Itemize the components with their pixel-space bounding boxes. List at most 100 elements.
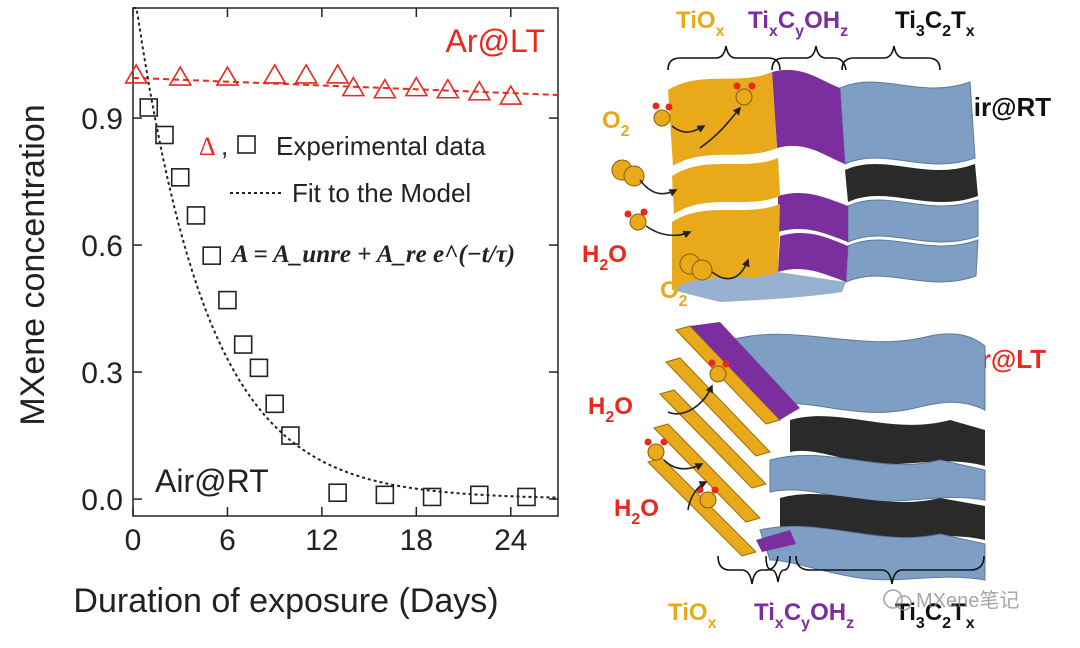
marker-square-airrt	[517, 487, 536, 507]
top-label-tixcyohz: TixCyOHz	[748, 7, 848, 40]
top-label-tiox: TiOx	[676, 7, 725, 40]
marker-triangle-arlt	[467, 80, 492, 101]
marker-triangle-arlt	[404, 76, 429, 97]
chart: 0.0 0.3 0.6 0.9 0 6 12 18 24 MXene concentratio…	[14, 7, 559, 620]
top-molecule-h2o-2	[733, 82, 756, 106]
top-stack: TiOx TixCyOHz Ti3C2Tx Air@RT	[582, 7, 1051, 310]
x-tick-label: 6	[219, 524, 236, 557]
x-tick-label: 18	[400, 524, 433, 557]
top-brace-ti3c2tx	[841, 45, 941, 71]
fit-line-arlt	[132, 76, 559, 96]
equation: A = A_unre + A_re e^(−t/τ)	[230, 241, 515, 268]
marker-square-airrt	[155, 125, 174, 145]
top-arrow-5	[711, 258, 750, 280]
bottom-stack: Ar@LT TiOx TixCyOHz	[588, 322, 1046, 632]
top-layer-dark	[845, 164, 978, 202]
marker-triangle-arlt	[168, 65, 193, 86]
schematic: TiOx TixCyOHz Ti3C2Tx Air@RT	[582, 7, 1051, 632]
marker-square-airrt	[281, 426, 300, 445]
top-molecule-o2-1	[611, 159, 645, 187]
x-tick-label: 12	[305, 524, 338, 557]
bottom-brace-ti3c2tx	[795, 555, 985, 585]
top-brace-tiox	[667, 45, 781, 71]
marker-triangle-arlt	[435, 78, 460, 99]
legend-experimental-text: Experimental data	[276, 131, 486, 161]
bottom-label-tixcyohz: TixCyOHz	[754, 599, 854, 632]
bottom-arrow-2	[663, 459, 704, 471]
fit-lines	[132, 7, 559, 499]
series-label-airrt: Air@RT	[155, 463, 269, 499]
bottom-molecule-h2o-2	[644, 438, 668, 461]
watermark: MXene笔记	[883, 589, 1019, 612]
bottom-layer-blue-2	[769, 454, 986, 503]
bottom-species-h2o-b: H2O	[614, 495, 659, 528]
watermark-icon	[883, 589, 903, 609]
top-arrow-1	[671, 125, 706, 133]
legend-square-marker	[237, 135, 256, 154]
x-tick-label: 0	[125, 524, 142, 557]
marker-triangle-arlt	[341, 76, 366, 97]
top-layer-mid	[672, 158, 979, 243]
top-species-o2-b: O2	[660, 277, 688, 310]
marker-square-airrt	[249, 358, 269, 378]
bottom-layer-blue-3	[759, 525, 986, 581]
bottom-tiox-plate-2	[665, 357, 771, 457]
plot-frame	[132, 7, 559, 517]
top-brace-tixcyohz	[771, 45, 847, 71]
top-molecule-o2-2	[679, 253, 713, 281]
series-label-arlt: Ar@LT	[446, 23, 545, 59]
y-axis-label: MXene concentration	[14, 104, 52, 425]
bottom-brace-tixcyohz	[765, 555, 791, 583]
marker-square-airrt	[233, 335, 253, 354]
top-molecule-h2o-3	[624, 208, 648, 231]
y-tick-label: 0.6	[81, 230, 123, 263]
y-tick-label: 0.3	[81, 357, 123, 390]
bottom-arrow-1	[667, 384, 713, 415]
marker-triangle-arlt	[124, 63, 149, 84]
bottom-layer-dark-1	[790, 416, 985, 466]
top-arrow-4	[645, 225, 692, 239]
top-layer-back-1	[668, 69, 976, 166]
bottom-layer-dark-2	[780, 493, 985, 540]
y-tick-label: 0.9	[81, 103, 123, 136]
marker-square-airrt	[328, 483, 347, 503]
top-molecule-h2o-1	[652, 102, 673, 127]
legend: Δ , Experimental data Fit to the Model A…	[199, 131, 515, 268]
watermark-text: MXene笔记	[916, 589, 1019, 612]
top-arrow-2	[699, 106, 742, 149]
legend-fit-text: Fit to the Model	[292, 178, 471, 208]
legend-comma: ,	[221, 131, 228, 161]
top-arrow-3	[639, 179, 678, 197]
fit-line-airrt	[133, 7, 557, 499]
marker-square-airrt	[218, 290, 237, 310]
marker-triangle-arlt	[215, 65, 240, 86]
top-species-h2o: H2O	[582, 241, 627, 274]
bottom-species-h2o-a: H2O	[588, 393, 633, 426]
marker-triangle-arlt	[325, 63, 350, 84]
bottom-tiox-plate-3	[659, 389, 767, 489]
x-axis-ticks: 0 6 12 18 24	[125, 8, 527, 557]
marker-square-airrt	[469, 485, 489, 505]
marker-square-airrt	[265, 394, 284, 414]
legend-triangle-glyph: Δ	[199, 132, 216, 161]
x-axis-label: Duration of exposure (Days)	[73, 582, 498, 620]
marker-square-airrt	[170, 168, 190, 187]
marker-triangle-arlt	[498, 84, 523, 105]
marker-square-airrt	[186, 206, 206, 225]
bottom-tixcyohz-strip-2	[756, 530, 796, 552]
bottom-arrow-3	[687, 481, 708, 511]
y-axis-ticks: 0.0 0.3 0.6 0.9	[81, 103, 558, 517]
marker-square-airrt	[422, 487, 442, 507]
bottom-molecule-h2o-1	[708, 359, 730, 383]
bottom-label-tiox: TiOx	[668, 599, 717, 632]
x-tick-label: 24	[494, 524, 527, 557]
data-markers	[124, 63, 536, 507]
marker-triangle-arlt	[262, 63, 287, 84]
marker-triangle-arlt	[372, 78, 397, 99]
marker-square-airrt	[375, 485, 395, 505]
marker-triangle-arlt	[294, 63, 319, 84]
top-species-o2-a: O2	[602, 107, 630, 140]
top-label-ti3c2tx: Ti3C2Tx	[895, 7, 975, 40]
bottom-tixcyohz-strip	[690, 322, 800, 420]
